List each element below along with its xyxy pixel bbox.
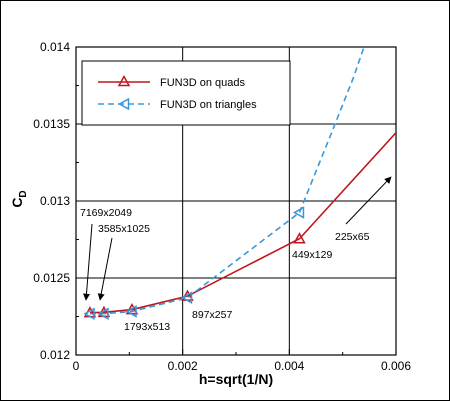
series-0-point	[293, 232, 306, 244]
legend-marker-triangles	[117, 97, 130, 111]
y-axis-title-main: C	[9, 198, 25, 208]
legend-label-quads: FUN3D on quads	[160, 77, 245, 89]
x-tick-label: 0	[73, 359, 80, 373]
arrow-3585x1025	[97, 237, 113, 301]
legend-label-triangles: FUN3D on triangles	[160, 99, 257, 111]
annotations: 7169x2049 3585x1025 1793x513 897x257 449…	[80, 176, 392, 333]
x-axis-title: h=sqrt(1/N)	[199, 371, 273, 387]
legend-box	[81, 60, 291, 126]
y-axis-title: CD	[9, 190, 29, 207]
annotation-449x129: 449x129	[292, 249, 332, 261]
x-tick-label: 0.002	[168, 359, 198, 373]
annotation-7169x2049: 7169x2049	[80, 207, 132, 219]
annotation-225x65: 225x65	[335, 231, 370, 243]
annotation-1793x513: 1793x513	[124, 321, 170, 333]
y-tick-label: 0.013	[40, 194, 70, 208]
series-1-point	[83, 307, 95, 321]
annotation-3585x1025: 3585x1025	[98, 223, 150, 235]
tick-labels: 0 0.002 0.004 0.006 0.012 0.0125 0.013 0.0135 0.…	[33, 40, 411, 373]
svg-text:CD: CD	[9, 190, 29, 207]
x-tick-label: 0.004	[274, 359, 304, 373]
y-tick-label: 0.012	[40, 348, 70, 362]
series-1-point	[97, 307, 109, 321]
series-1-point	[125, 305, 137, 318]
y-tick-label: 0.014	[40, 40, 70, 54]
series-1-point	[292, 206, 305, 219]
y-axis-title-sub: D	[18, 190, 29, 197]
x-tick-label: 0.006	[381, 359, 411, 373]
axis-ticks	[75, 46, 397, 356]
y-tick-label: 0.0135	[33, 117, 70, 131]
legend-marker-quads	[117, 74, 131, 87]
series-line-1	[89, 47, 365, 315]
series-line-0	[89, 131, 396, 314]
y-tick-label: 0.0125	[33, 271, 70, 285]
legend: FUN3D on quads FUN3D on triangles	[81, 60, 291, 126]
annotation-897x257: 897x257	[192, 309, 232, 321]
series-1-point	[180, 291, 193, 304]
series-markers	[83, 206, 306, 321]
arrow-7169x2049	[83, 223, 93, 301]
arrow-225x65	[345, 176, 392, 225]
